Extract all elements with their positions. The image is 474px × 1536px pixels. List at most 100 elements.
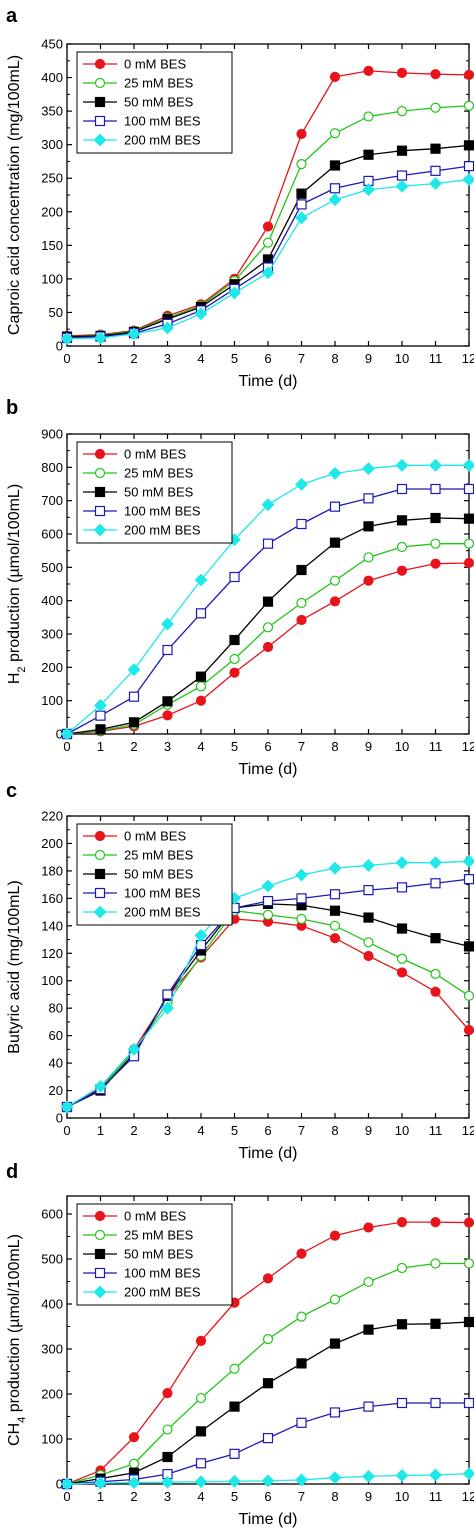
- legend-marker: [94, 849, 106, 861]
- y-tick-label: 800: [41, 460, 63, 475]
- data-point: [396, 541, 408, 553]
- data-point: [60, 332, 74, 346]
- data-point: [463, 538, 474, 549]
- x-tick-label: 11: [429, 1123, 443, 1138]
- legend-label: 50 mM BES: [124, 485, 194, 500]
- legend-marker: [94, 58, 106, 70]
- data-point: [229, 653, 240, 665]
- legend-label: 100 mM BES: [124, 114, 201, 129]
- x-tick-label: 4: [197, 739, 204, 754]
- legend-marker: [93, 523, 107, 537]
- y-axis-title-main: CH: [6, 1423, 23, 1446]
- data-point: [262, 1273, 274, 1284]
- series-4: [60, 458, 474, 741]
- data-point: [362, 859, 375, 872]
- x-tick-label: 8: [331, 1123, 338, 1138]
- data-point: [430, 512, 441, 524]
- y-tick-label: 300: [41, 627, 63, 642]
- data-point: [363, 65, 374, 76]
- y-tick-label: 60: [49, 1028, 63, 1043]
- legend-label: 50 mM BES: [124, 867, 194, 882]
- x-tick-label: 2: [130, 1123, 137, 1138]
- data-point: [329, 537, 341, 548]
- x-tick-label: 7: [298, 1489, 305, 1504]
- y-tick-label: 0: [56, 1111, 63, 1126]
- y-tick-label: 450: [41, 37, 63, 52]
- y-tick-label: 220: [41, 809, 63, 824]
- data-point: [95, 710, 106, 721]
- x-tick-label: 0: [63, 739, 70, 754]
- data-point: [94, 331, 107, 345]
- data-point: [229, 1448, 240, 1459]
- data-point: [195, 1392, 207, 1404]
- data-point: [430, 933, 441, 944]
- y-tick-label: 200: [41, 1387, 63, 1402]
- data-point: [329, 889, 341, 900]
- data-point: [430, 558, 441, 569]
- data-point: [463, 161, 474, 172]
- data-point: [328, 193, 342, 207]
- x-tick-label: 3: [164, 739, 171, 754]
- data-point: [329, 1338, 341, 1349]
- data-point: [362, 183, 375, 197]
- legend-marker: [94, 1229, 106, 1241]
- legend-marker: [94, 448, 106, 460]
- y-tick-label: 100: [41, 271, 63, 286]
- x-tick-label: 1: [97, 739, 104, 754]
- data-point: [363, 1222, 374, 1233]
- data-point: [363, 111, 374, 122]
- y-axis-title: CH4 production (µmol/100mL): [6, 1234, 28, 1446]
- data-point: [396, 967, 408, 978]
- data-point: [127, 1042, 141, 1056]
- legend: 0 mM BES 25 mM BES 50 mM BES 100 mM BES 200 …: [76, 823, 233, 926]
- data-point: [161, 321, 174, 335]
- y-tick-label: 500: [41, 1252, 63, 1267]
- legend-label: 0 mM BES: [124, 57, 186, 72]
- data-point: [60, 727, 74, 741]
- data-point: [430, 1216, 441, 1228]
- data-point: [396, 106, 408, 117]
- x-tick-label: 12: [462, 1489, 474, 1504]
- x-tick-label: 3: [164, 351, 171, 366]
- data-point: [296, 893, 307, 904]
- x-tick-label: 1: [97, 351, 104, 366]
- y-tick-label: 900: [41, 427, 63, 442]
- data-point: [295, 868, 308, 882]
- data-point: [229, 571, 240, 583]
- data-point: [462, 458, 474, 472]
- y-tick-label: 250: [41, 171, 63, 186]
- y-axis-title-rest: production (µmol/100mL): [6, 484, 23, 667]
- data-point: [329, 183, 341, 194]
- legend-marker: [93, 133, 107, 147]
- data-point: [430, 483, 441, 495]
- x-tick-label: 8: [331, 739, 338, 754]
- panel-letter: a: [6, 5, 18, 27]
- data-point: [296, 128, 307, 140]
- data-point: [262, 538, 274, 549]
- y-tick-label: 500: [41, 560, 63, 575]
- data-point: [396, 483, 408, 495]
- y-tick-label: 300: [41, 137, 63, 152]
- legend-label: 25 mM BES: [124, 1228, 194, 1243]
- data-point: [463, 557, 474, 569]
- data-point: [162, 710, 173, 721]
- x-tick-label: 0: [63, 1123, 70, 1138]
- y-tick-label: 140: [41, 918, 63, 933]
- data-point: [296, 518, 307, 530]
- legend-marker: [93, 1285, 107, 1299]
- data-point: [429, 177, 442, 190]
- data-point: [463, 1025, 474, 1036]
- data-point: [430, 143, 441, 154]
- data-point: [363, 1324, 374, 1335]
- data-point: [229, 634, 240, 646]
- data-point: [161, 1475, 174, 1489]
- x-tick-label: 3: [164, 1123, 171, 1138]
- data-point: [463, 1258, 474, 1269]
- data-point: [329, 1407, 341, 1418]
- data-point: [329, 128, 341, 139]
- x-tick-label: 11: [429, 739, 443, 754]
- x-tick-label: 6: [264, 739, 271, 754]
- data-point: [261, 498, 275, 512]
- legend: 0 mM BES 25 mM BES 50 mM BES 100 mM BES 200 …: [76, 1203, 233, 1306]
